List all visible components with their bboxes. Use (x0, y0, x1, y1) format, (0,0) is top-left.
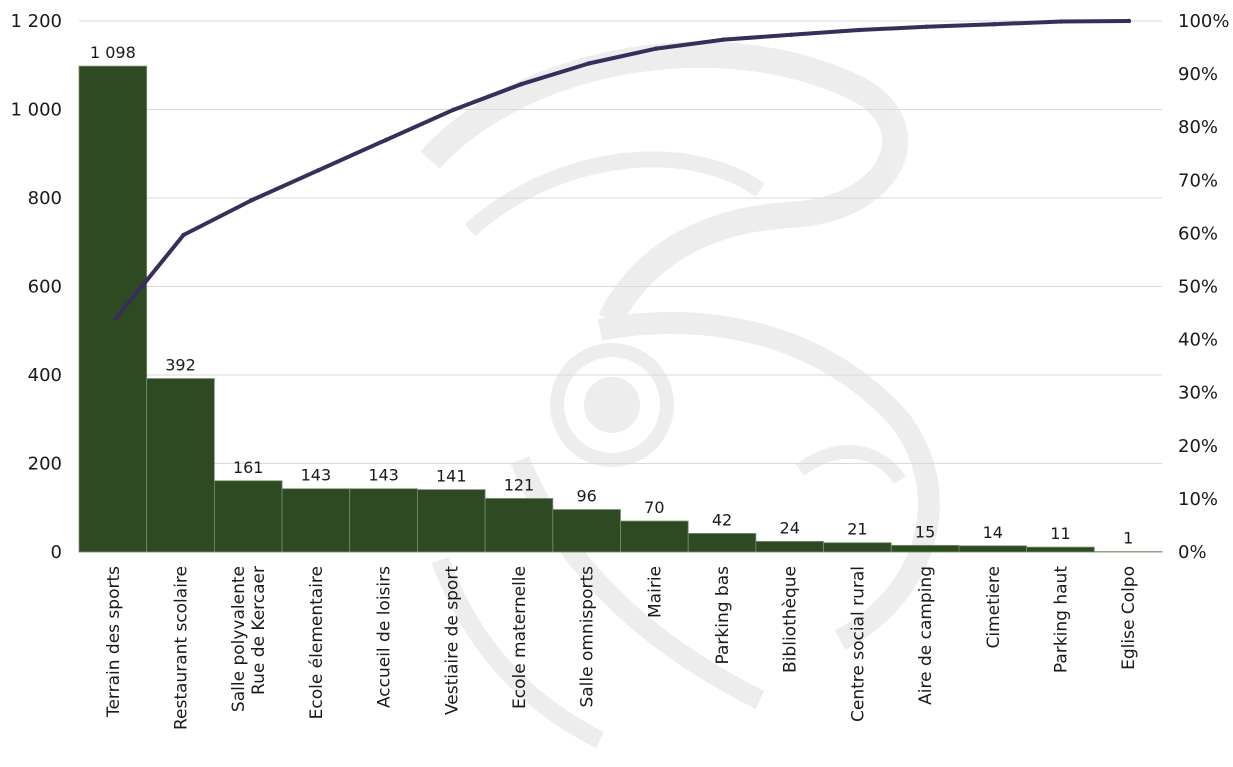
y-right-tick-label: 0% (1178, 542, 1207, 563)
bar-value-label: 24 (780, 518, 800, 537)
bar-value-label: 21 (847, 520, 867, 539)
y-right-tick-label: 80% (1178, 117, 1218, 138)
y-left-tick-label: 200 (28, 454, 62, 475)
bar-value-label: 121 (504, 475, 535, 494)
bar-value-label: 1 098 (90, 43, 136, 62)
cumulative-point (1127, 19, 1131, 23)
cumulative-point (992, 22, 996, 26)
bar-value-label: 70 (644, 498, 664, 517)
bar (147, 379, 215, 552)
category-label: Bibliothèque (781, 566, 801, 673)
category-label: Cimetiere (984, 566, 1004, 649)
cumulative-point (384, 138, 388, 142)
cumulative-point (924, 25, 928, 29)
bar (417, 490, 485, 552)
cumulative-point (1059, 19, 1063, 23)
bar (553, 510, 621, 552)
bar-value-label: 161 (233, 458, 264, 477)
bar (282, 489, 350, 552)
bar-value-label: 141 (436, 467, 467, 486)
category-label: Parking haut (1051, 566, 1071, 673)
bar-value-label: 15 (915, 522, 935, 541)
y-left-tick-label: 1 200 (10, 11, 62, 32)
bar (79, 66, 147, 552)
bar (485, 498, 553, 552)
category-label: Aire de camping (916, 566, 936, 705)
cumulative-point (519, 82, 523, 86)
cumulative-point (249, 198, 253, 202)
category-label: Ecole élementaire (307, 566, 327, 719)
cumulative-point (181, 233, 185, 237)
y-left-tick-label: 400 (28, 365, 62, 386)
cumulative-point (722, 37, 726, 41)
category-label: Terrain des sports (104, 566, 124, 718)
bar-value-label: 11 (1050, 524, 1070, 543)
cumulative-point (857, 28, 861, 32)
y-right-tick-label: 90% (1178, 64, 1218, 85)
category-label: Vestiaire de sport (442, 566, 462, 715)
y-left-tick-label: 800 (28, 188, 62, 209)
bar (621, 521, 689, 552)
bar-value-label: 14 (983, 523, 1003, 542)
bar-value-label: 143 (368, 466, 399, 485)
cumulative-point (789, 33, 793, 37)
cumulative-point (654, 46, 658, 50)
bar (350, 489, 418, 552)
category-label: Mairie (645, 566, 665, 618)
category-label: Restaurant scolaire (172, 566, 192, 730)
bar (756, 541, 824, 552)
bar-value-label: 96 (576, 487, 596, 506)
category-label: Eglise Colpo (1119, 566, 1139, 670)
y-right-tick-label: 40% (1178, 330, 1218, 351)
bar (891, 545, 959, 552)
category-label: Salle omnisports (578, 566, 598, 708)
bar-value-label: 42 (712, 510, 732, 529)
y-right-tick-label: 50% (1178, 277, 1218, 298)
bar (959, 546, 1027, 552)
category-label: Accueil de loisirs (375, 566, 395, 708)
bar (688, 533, 756, 552)
y-right-tick-label: 30% (1178, 383, 1218, 404)
y-right-tick-label: 60% (1178, 223, 1218, 244)
category-label: Rue de Kercaer (249, 566, 269, 695)
y-right-tick-label: 70% (1178, 170, 1218, 191)
cumulative-point (114, 316, 118, 320)
category-label: Salle polyvalente (229, 566, 249, 712)
category-label: Centre social rural (848, 566, 868, 722)
bar (1027, 547, 1095, 552)
cumulative-point (316, 168, 320, 172)
cumulative-point (451, 107, 455, 111)
category-label: Ecole maternelle (510, 566, 530, 709)
bar-value-label: 143 (301, 466, 332, 485)
y-right-tick-label: 100% (1178, 11, 1229, 32)
y-left-tick-label: 1 000 (10, 100, 62, 121)
y-left-tick-label: 0 (51, 542, 62, 563)
cumulative-point (587, 61, 591, 65)
labels: 0 200 400 600 800 1 000 1 200 0% 10% 20% 30% 40% 50%… (10, 11, 1229, 730)
y-right-tick-label: 20% (1178, 436, 1218, 457)
bar-value-label: 392 (165, 356, 196, 375)
bar-value-label: 1 (1123, 529, 1133, 548)
category-label: Parking bas (713, 566, 733, 665)
bar (824, 543, 892, 552)
y-right-tick-label: 10% (1178, 489, 1218, 510)
bar (214, 481, 282, 552)
y-left-tick-label: 600 (28, 277, 62, 298)
